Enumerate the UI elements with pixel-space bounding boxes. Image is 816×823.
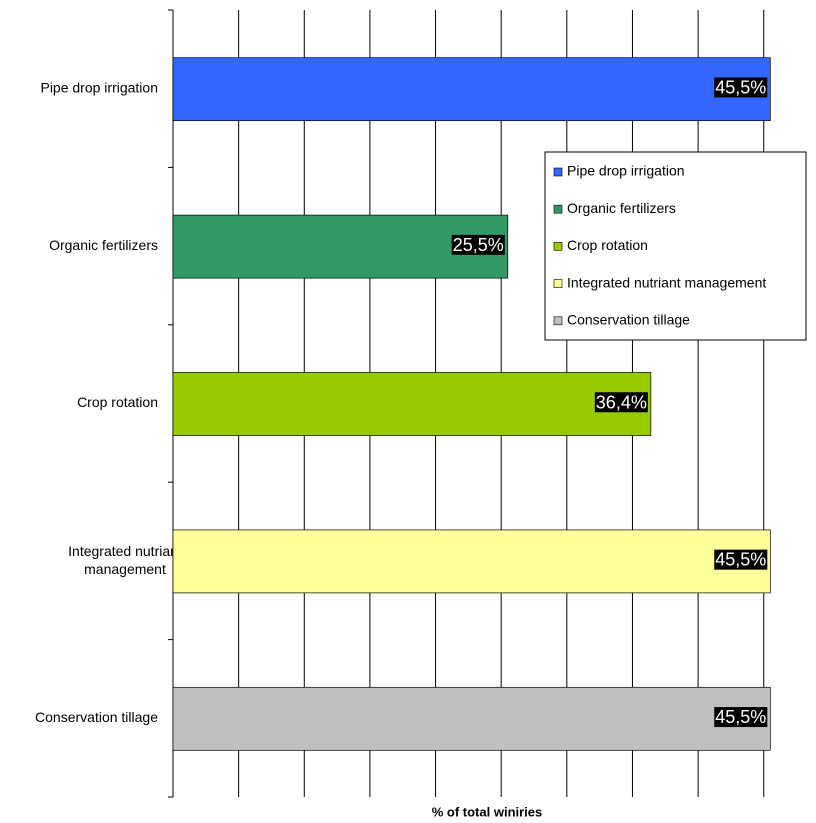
bar [172,57,771,122]
y-tick-label: Organic fertilizers [49,237,158,253]
value-label-group: 45,5% [714,549,768,570]
legend-label: Pipe drop irrigation [567,163,685,179]
legend-swatch [553,167,563,177]
bar [172,372,652,436]
y-tick-label: Conservation tillage [35,709,158,725]
legend-label: Organic fertilizers [567,200,676,216]
value-label: 45,5% [715,77,766,97]
x-axis-label: % of total winiries [432,804,543,819]
value-label-bg [594,392,648,413]
legend-label: Crop rotation [567,237,648,253]
value-label-bg [714,549,768,570]
value-label-group: 25,5% [451,234,505,255]
legend-swatch [553,279,563,288]
value-label: 45,5% [715,707,766,727]
value-label-group: 36,4% [594,392,648,413]
value-label-bg [714,77,768,98]
legend-label: Integrated nutriant management [567,274,766,290]
value-label: 25,5% [453,235,504,255]
bar [172,529,771,594]
legend-swatch [553,242,563,251]
legend-label: Conservation tillage [567,312,690,328]
value-label: 36,4% [596,392,647,412]
value-label-bg [714,707,768,728]
y-tick-label: Pipe drop irrigation [40,79,158,95]
value-label-group: 45,5% [714,77,768,98]
value-label: 45,5% [715,550,766,570]
value-label-group: 45,5% [714,707,768,728]
legend-swatch [553,316,563,326]
bar [172,686,771,751]
legend-swatch [553,204,563,214]
y-tick-label: Integrated nutriant management [68,543,182,577]
y-tick-label: Crop rotation [77,394,158,410]
value-label-bg [451,234,505,255]
legend-box [544,151,807,341]
